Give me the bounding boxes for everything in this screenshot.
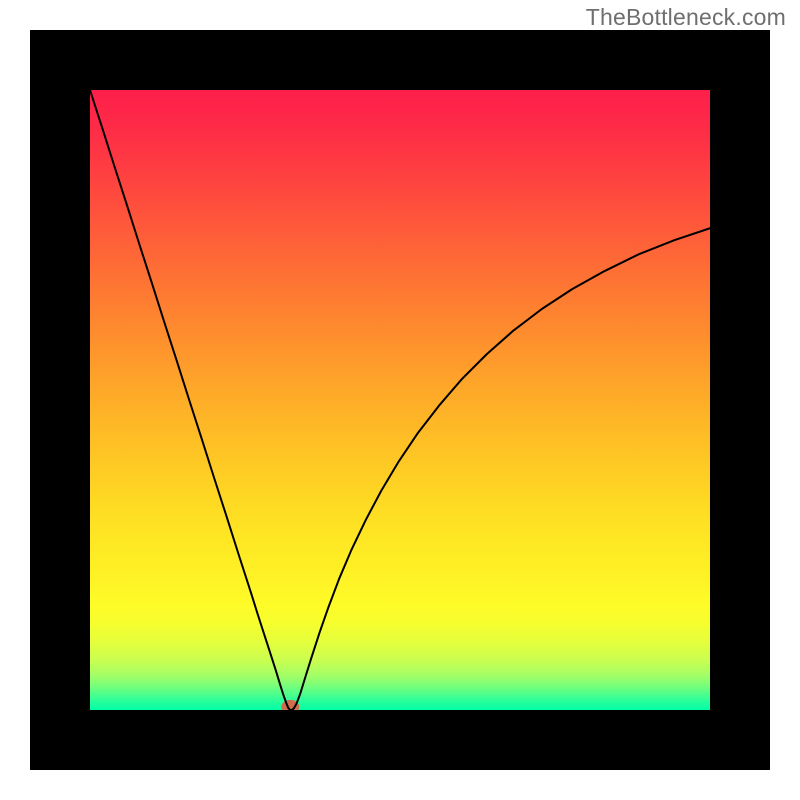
bottleneck-plot [0,0,800,800]
plot-background [90,90,710,710]
watermark-text: TheBottleneck.com [586,4,786,31]
